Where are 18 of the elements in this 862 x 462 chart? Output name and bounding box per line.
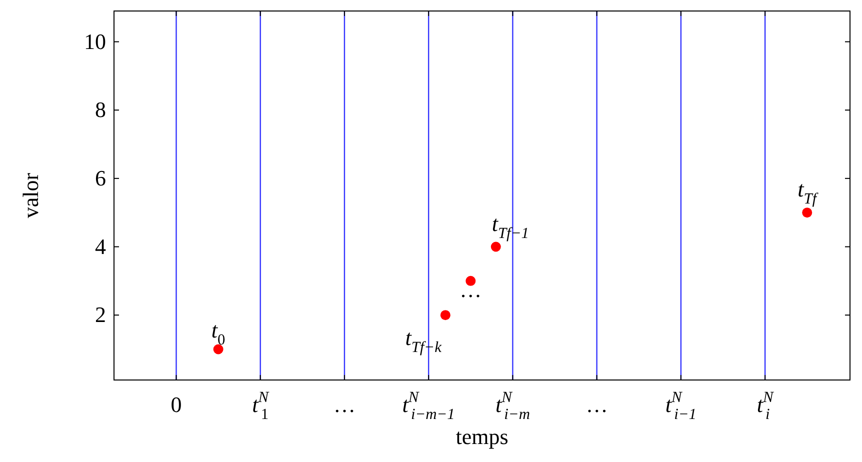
annotation: t$_{Tf}$	[798, 176, 820, 208]
y-tick-label: 4	[95, 234, 106, 259]
point	[466, 276, 476, 286]
x-tick-label: …	[586, 392, 608, 417]
x-axis-title: temps	[456, 424, 508, 449]
point	[440, 310, 450, 320]
y-tick-label: 6	[95, 165, 106, 190]
y-axis-title: valor	[18, 172, 43, 218]
annotation: …	[460, 276, 482, 302]
annotation: t$_{0}$	[211, 317, 226, 348]
point	[213, 344, 224, 354]
y-tick-label: 10	[84, 28, 106, 54]
x-tick-label: 0	[170, 392, 182, 417]
point	[490, 242, 501, 252]
x-tick-label: …	[333, 392, 356, 417]
y-tick-label: 8	[95, 97, 106, 122]
y-tick-label: 2	[95, 302, 106, 328]
point	[802, 208, 812, 218]
